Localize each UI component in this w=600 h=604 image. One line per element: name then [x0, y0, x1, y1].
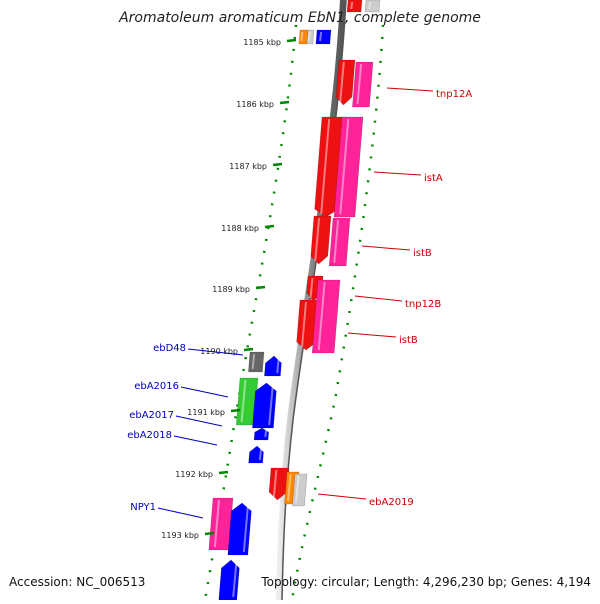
gene-label: ebA2017: [129, 410, 174, 421]
gene-arrow: [292, 473, 308, 507]
gene-arrow: [268, 467, 290, 501]
gene-highlight: [317, 281, 326, 351]
labels-layer: tnp12A istA istB tnp12B istB ebA2019 ebD48 ebA2…: [127, 87, 472, 519]
gene-highlight: [300, 31, 304, 42]
gene-highlight: [356, 63, 363, 105]
gene-arrow: [264, 355, 282, 377]
accession-text: Accession: NC_006513: [9, 575, 146, 589]
tick-label: 1188 kbp: [221, 224, 259, 233]
tick-label: 1190 kbp: [200, 347, 238, 356]
ticks-layer: 1185 kbp 1186 kbp 1187 kbp 1188 kbp 1189 kbp…: [161, 38, 297, 540]
gene-highlight: [276, 357, 280, 374]
tick-mark: [204, 531, 215, 536]
tick-mark: [218, 470, 229, 475]
gene-arrow: [227, 502, 252, 556]
gene-highlight: [264, 429, 268, 438]
gene-highlight: [350, 1, 354, 10]
gene-arrow: [306, 29, 315, 45]
tick-mark: [279, 100, 290, 105]
gene-label: tnp12A: [436, 89, 472, 100]
gene-arrow: [311, 279, 341, 354]
gene-arrow: [252, 382, 277, 429]
gene-highlight: [251, 353, 256, 370]
tick-label: 1186 kbp: [236, 100, 274, 109]
tick-label: 1191 kbp: [187, 408, 225, 417]
tick-mark: [272, 162, 283, 167]
gene-highlight: [320, 118, 331, 215]
gene-arrow: [333, 116, 364, 218]
tick-mark: [243, 347, 254, 352]
leader-line: [187, 348, 244, 356]
genes-layer: [208, 0, 381, 601]
gene-label: ebD48: [153, 343, 186, 354]
gene-arrow: [346, 0, 363, 13]
gene-arrow: [364, 0, 381, 13]
gene-highlight: [314, 217, 321, 262]
tick-mark: [264, 224, 275, 229]
gene-arrow: [298, 29, 309, 45]
gene-highlight: [339, 118, 350, 215]
gene-highlight: [258, 447, 263, 461]
gene-label: ebA2018: [127, 430, 172, 441]
leader-line: [386, 87, 434, 92]
leader-line: [173, 435, 218, 446]
gene-arrow: [328, 217, 351, 267]
gene-arrow: [248, 351, 265, 373]
gene-highlight: [333, 219, 340, 264]
gene-arrow: [335, 59, 356, 106]
tick-label: 1187 kbp: [229, 162, 267, 171]
tick-label: 1193 kbp: [161, 531, 199, 540]
topology-text: Topology: circular; Length: 4,296,230 bp…: [261, 575, 591, 589]
gene-highlight: [213, 499, 220, 548]
gene-arrow: [315, 29, 332, 45]
gene-arrow: [248, 445, 264, 464]
gene-highlight: [268, 384, 274, 426]
gene-label: istA: [424, 173, 443, 184]
gene-highlight: [319, 31, 323, 42]
leader-line: [157, 507, 204, 519]
leader-line: [361, 245, 411, 251]
gene-arrow: [352, 61, 374, 108]
gene-label: ebA2019: [369, 497, 414, 508]
tick-label: 1189 kbp: [212, 285, 250, 294]
gene-highlight: [307, 31, 311, 42]
gene-label: ebA2016: [134, 381, 179, 392]
gene-highlight: [287, 473, 292, 502]
gene-highlight: [309, 277, 314, 299]
gene-highlight: [242, 504, 249, 553]
tick-mark: [230, 408, 241, 413]
gene-highlight: [240, 379, 247, 423]
tick-label: 1192 kbp: [175, 470, 213, 479]
leader-line: [175, 415, 223, 427]
leader-line: [347, 332, 397, 338]
gene-arrow: [310, 215, 332, 265]
gene-highlight: [301, 301, 307, 348]
gene-highlight: [272, 469, 278, 498]
gene-highlight: [368, 1, 372, 10]
gene-label: NPY1: [130, 502, 156, 513]
gene-label: istB: [413, 248, 432, 259]
leader-line: [354, 295, 403, 302]
gene-label: tnp12B: [405, 299, 441, 310]
leader-line: [373, 171, 422, 176]
gene-highlight: [232, 561, 238, 598]
map-title: Aromatoleum aromaticum EbN1, complete ge…: [119, 10, 481, 26]
gene-highlight: [339, 61, 345, 103]
gene-label: istB: [399, 335, 418, 346]
gene-arrow: [253, 427, 269, 441]
tick-mark: [255, 285, 266, 290]
gene-highlight: [295, 475, 300, 504]
tick-mark: [286, 38, 297, 43]
tick-label: 1185 kbp: [243, 38, 281, 47]
leader-line: [317, 493, 367, 500]
leader-line: [180, 386, 229, 398]
